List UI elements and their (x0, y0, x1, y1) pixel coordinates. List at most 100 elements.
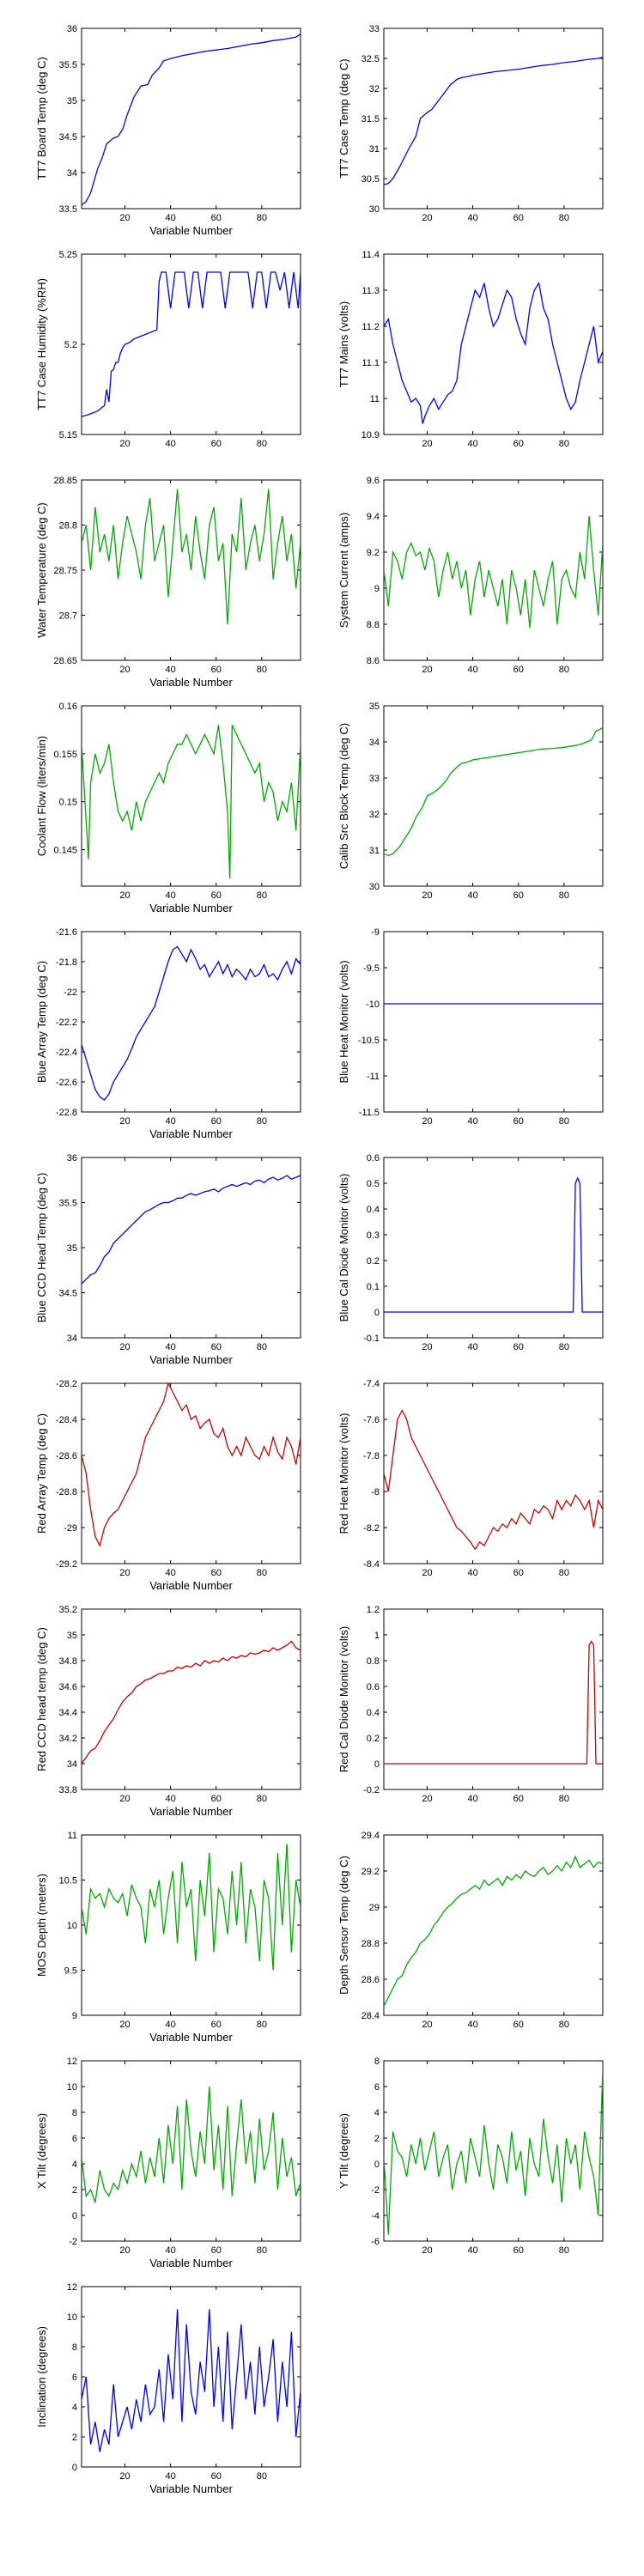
y-axis-label: Inclination (degrees) (35, 2326, 48, 2427)
axes-box (383, 1608, 604, 1790)
x-tick-label: 20 (119, 1568, 130, 1578)
x-tick-label: 20 (119, 2020, 130, 2030)
y-tick-label: 10 (67, 2312, 77, 2323)
chart-panel-8: 20 40 60 80 30 31 32 33 34 35 Calib Src Block Temp… (337, 702, 604, 901)
y-tick-label: 35 (67, 1631, 77, 1641)
y-axis-label: Blue Cal Diode Monitor (volts) (337, 1174, 350, 1322)
y-tick-label: 0 (72, 2211, 77, 2221)
y-tick-label: 0.155 (53, 750, 77, 760)
x-tick-label: 80 (257, 1568, 267, 1578)
x-tick-label: 80 (559, 890, 569, 901)
chart-panel-5: 20 40 60 80 28.65 28.7 28.75 28.8 28.85 Variable … (35, 476, 301, 689)
y-tick-label: 35 (67, 1243, 77, 1254)
axes-box (81, 1157, 301, 1339)
y-tick-label: -28.4 (56, 1415, 77, 1425)
y-tick-label: 8.8 (367, 620, 380, 630)
y-tick-label: -2 (69, 2237, 77, 2247)
y-tick-label: 5.25 (59, 250, 77, 260)
chart-panel-21: 20 40 60 80 0 2 4 6 8 10 12 Variable Number Inclinat… (35, 2282, 301, 2495)
y-tick-label: 34.5 (59, 1289, 77, 1299)
y-axis-label: TT7 Case Humidity (%RH) (35, 278, 48, 410)
x-tick-label: 20 (422, 1116, 432, 1127)
series-line (82, 1383, 301, 1547)
x-tick-label: 40 (165, 1794, 175, 1804)
y-tick-label: 34 (67, 1334, 77, 1344)
series-line (384, 726, 603, 856)
y-tick-label: -4 (371, 2211, 380, 2221)
y-tick-label: 33 (369, 774, 380, 784)
x-tick-label: 40 (165, 439, 175, 449)
chart-panel-10: 20 40 60 80 -11.5 -11 -10.5 -10 -9.5 -9 Blue Heat … (337, 927, 604, 1127)
axes-box (383, 479, 604, 661)
y-tick-label: 35 (67, 96, 77, 106)
y-tick-label: 9.5 (64, 1966, 77, 1977)
y-tick-label: 0 (374, 1308, 380, 1318)
y-tick-label: 0.15 (59, 798, 77, 808)
chart-panel-9: 20 40 60 80 -22.8 -22.6 -22.4 -22.2 -22 -21.8 -21.… (35, 927, 301, 1140)
y-tick-label: -2 (371, 2185, 380, 2196)
x-tick-label: 80 (257, 1794, 267, 1804)
x-tick-label: 80 (559, 2245, 569, 2256)
y-tick-label: 0.8 (367, 1656, 380, 1667)
x-tick-label: 20 (119, 213, 130, 223)
x-tick-label: 80 (559, 1794, 569, 1804)
y-axis-label: System Current (amps) (337, 513, 350, 628)
x-tick-label: 60 (211, 1568, 222, 1578)
chart-panel-14: 20 40 60 80 -8.4 -8.2 -8 -7.8 -7.6 -7.4 Red Heat M… (337, 1379, 604, 1578)
y-tick-label: 0.3 (367, 1230, 380, 1241)
x-tick-label: 40 (165, 1342, 175, 1352)
x-tick-label: 80 (257, 439, 267, 449)
y-axis-label: Red Array Temp (deg C) (35, 1413, 48, 1534)
y-tick-label: 35.5 (59, 1199, 77, 1209)
x-tick-label: 20 (119, 2245, 130, 2256)
axes-box (81, 2286, 301, 2468)
chart-panel-17: 20 40 60 80 9 9.5 10 10.5 11 Variable Number MOS D… (35, 1831, 301, 2044)
y-tick-label: 11 (68, 1831, 77, 1841)
x-tick-label: 40 (165, 2245, 175, 2256)
y-tick-label: 32 (369, 84, 380, 94)
y-axis-label: X Tilt (degrees) (35, 2113, 48, 2189)
axes-box (383, 27, 604, 210)
y-tick-label: -9.5 (363, 963, 380, 974)
chart-panel-19: 20 40 60 80 -2 0 2 4 6 8 10 12 Variable Number X Tilt… (35, 2057, 301, 2269)
y-tick-label: -22.6 (56, 1078, 77, 1088)
y-tick-label: 35.2 (59, 1605, 77, 1615)
y-tick-label: 6 (374, 2082, 380, 2093)
x-tick-label: 20 (422, 665, 432, 675)
x-tick-label: 40 (467, 1794, 477, 1804)
x-axis-label: Variable Number (149, 224, 233, 237)
series-line (384, 1855, 603, 2007)
x-tick-label: 80 (559, 439, 569, 449)
y-tick-label: 8 (72, 2342, 77, 2353)
y-tick-label: 8 (72, 2108, 77, 2118)
y-tick-label: -11 (367, 1072, 380, 1082)
y-axis-label: Red Heat Monitor (volts) (337, 1413, 350, 1534)
x-tick-label: 20 (119, 1794, 130, 1804)
y-tick-label: 10.9 (361, 430, 380, 440)
x-tick-label: 20 (119, 439, 130, 449)
y-tick-label: 5.2 (64, 340, 77, 350)
x-tick-label: 40 (467, 2245, 477, 2256)
axes-box (383, 705, 604, 887)
series-line (82, 1175, 301, 1285)
x-tick-label: 40 (165, 213, 175, 223)
y-tick-label: 33.5 (59, 204, 77, 215)
y-tick-label: -6 (371, 2237, 380, 2247)
x-tick-label: 60 (513, 1342, 524, 1352)
y-axis-label: Blue Heat Monitor (volts) (337, 960, 350, 1083)
y-tick-label: 34 (369, 738, 380, 748)
y-axis-label: Blue CCD Head Temp (deg C) (35, 1173, 48, 1323)
y-tick-label: 28.8 (361, 1939, 380, 1949)
y-tick-label: 34.6 (59, 1682, 77, 1692)
x-tick-label: 20 (119, 1116, 130, 1127)
x-tick-label: 40 (165, 2471, 175, 2482)
x-tick-label: 60 (513, 1568, 524, 1578)
series-line (82, 271, 301, 417)
y-tick-label: 33.8 (59, 1785, 77, 1795)
x-tick-label: 20 (422, 1568, 432, 1578)
y-tick-label: 9 (72, 2011, 77, 2021)
y-tick-label: 30.5 (361, 174, 380, 185)
y-tick-label: 0.4 (367, 1708, 380, 1718)
y-tick-label: -28.8 (56, 1487, 77, 1498)
y-tick-label: 33 (369, 24, 380, 34)
